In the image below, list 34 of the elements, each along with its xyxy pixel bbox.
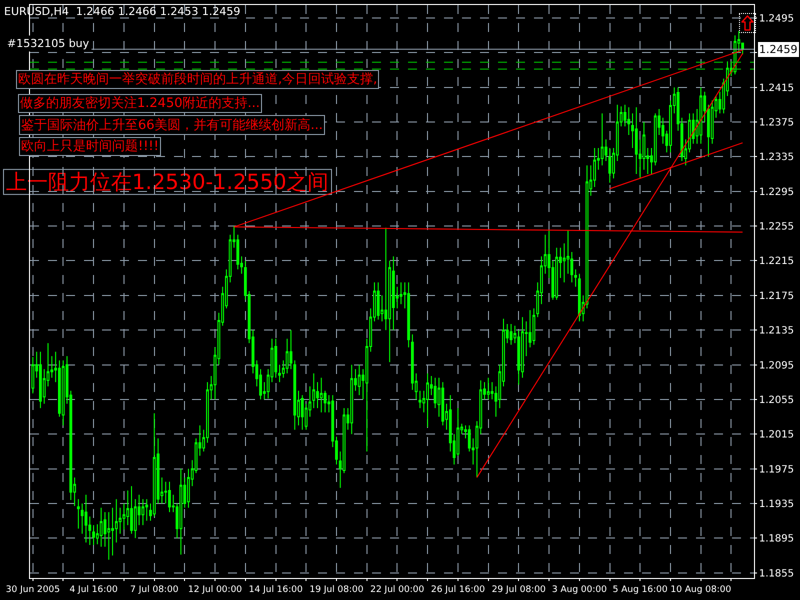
y-tick-label: 1.1855 [759,568,794,580]
y-tick-label: 1.2175 [759,290,794,302]
x-tick-label: 3 Aug 00:00 [552,584,608,595]
x-tick-label: 29 Jul 08:00 [492,584,546,595]
y-tick-label: 1.1975 [759,464,794,476]
x-tick-label: 12 Jul 00:00 [188,584,242,595]
x-tick-label: 7 Jul 08:00 [130,584,179,595]
y-tick-label: 1.2255 [759,222,794,233]
x-tick-label: 30 Jun 2005 [6,584,60,595]
x-tick-label: 5 Aug 16:00 [612,584,668,595]
y-tick-label: 1.2335 [759,152,794,164]
x-tick-label: 4 Jul 16:00 [69,584,118,595]
x-tick-label: 26 Jul 16:00 [430,584,486,595]
y-tick-label: 1.2055 [759,394,794,406]
y-tick-label: 1.1935 [759,498,794,510]
x-tick-label: 19 Jul 08:00 [310,584,364,595]
y-tick-label: 1.2495 [759,14,794,24]
y-tick-label: 1.2135 [759,326,794,337]
ref-line-label: #1532105 buy [7,37,90,50]
y-tick-label: 1.2415 [759,82,794,94]
x-tick-label: 14 Jul 16:00 [248,584,304,595]
y-tick-label: 1.2375 [759,118,794,129]
annotation: 欧向上只是时间问题!!!! [21,139,159,154]
y-tick-label: 1.1895 [759,534,794,545]
y-tick-label: 1.2015 [759,430,794,441]
annotation: 鉴于国际油价上升至66美圆，并有可能继续创新高... [21,117,323,133]
annotation: 做多的朋友密切关注1.2450附近的支持... [20,96,260,111]
y-tick-label: 1.2215 [759,256,794,268]
x-tick-label: 22 Jul 00:00 [370,584,424,595]
ref-line-label: 1.2459 [759,43,798,56]
annotation: 欧圆在昨天晚间一举突破前段时间的上升通道,今日回试验支撑, [18,72,378,87]
y-tick-label: 1.2095 [759,360,794,372]
x-tick-label: 10 Aug 08:00 [670,584,732,595]
y-tick-label: 1.2295 [759,186,794,198]
